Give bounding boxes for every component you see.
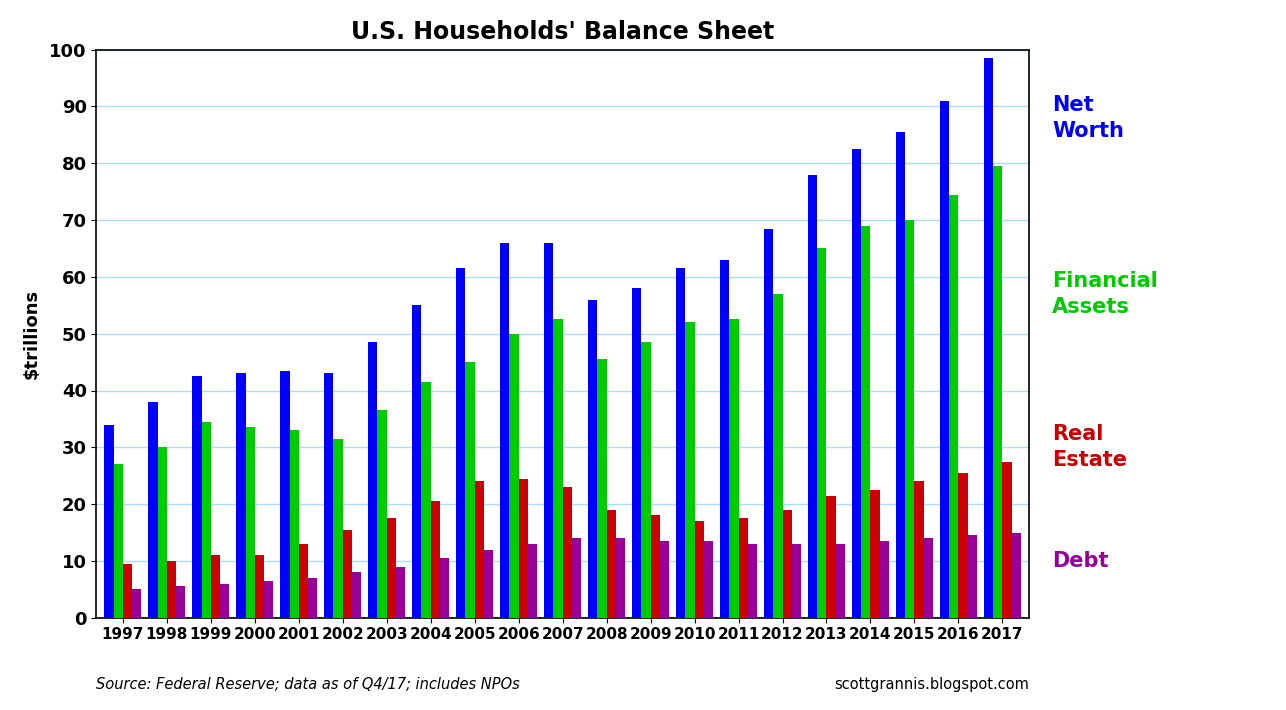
Bar [562, 487, 572, 618]
Bar [1012, 532, 1021, 618]
Bar [773, 294, 782, 618]
Bar [720, 260, 729, 618]
Bar [237, 373, 246, 618]
Bar [871, 490, 880, 618]
Bar [588, 300, 598, 618]
Bar [642, 342, 651, 618]
Bar [324, 373, 333, 618]
Bar [747, 544, 757, 618]
Bar [782, 510, 792, 618]
Bar [527, 544, 538, 618]
Bar [896, 132, 905, 618]
Bar [431, 501, 440, 618]
Bar [484, 550, 493, 618]
Y-axis label: $trillions: $trillions [23, 289, 41, 378]
Bar [967, 535, 977, 618]
Bar [694, 521, 703, 618]
Bar [113, 464, 123, 618]
Bar [352, 572, 361, 618]
Bar [651, 515, 660, 618]
Bar [158, 447, 167, 618]
Bar [836, 544, 845, 618]
Bar [1002, 462, 1012, 618]
Bar [553, 320, 563, 618]
Bar [202, 422, 211, 618]
Bar [220, 584, 229, 618]
Bar [827, 496, 836, 618]
Bar [509, 334, 518, 618]
Bar [914, 481, 923, 618]
Bar [475, 481, 484, 618]
Text: scottgrannis.blogspot.com: scottgrannis.blogspot.com [833, 677, 1029, 692]
Bar [958, 473, 967, 618]
Bar [862, 226, 871, 618]
Text: Net
Worth: Net Worth [1052, 94, 1124, 141]
Bar [466, 362, 475, 618]
Bar [440, 558, 449, 618]
Bar [660, 541, 669, 618]
Bar [792, 544, 801, 618]
Bar [167, 561, 176, 618]
Bar [808, 175, 818, 618]
Bar [607, 510, 616, 618]
Bar [387, 518, 396, 618]
Bar [993, 166, 1002, 618]
Bar [413, 305, 422, 618]
Bar [676, 268, 685, 618]
Bar [298, 544, 307, 618]
Bar [255, 555, 264, 618]
Bar [500, 243, 509, 618]
Bar [378, 410, 387, 618]
Bar [280, 371, 289, 618]
Bar [422, 382, 431, 618]
Bar [616, 538, 625, 618]
Bar [104, 425, 113, 618]
Bar [289, 430, 298, 618]
Bar [984, 58, 993, 618]
Bar [729, 320, 738, 618]
Bar [123, 564, 132, 618]
Bar [518, 479, 527, 618]
Bar [703, 541, 712, 618]
Bar [685, 322, 694, 618]
Bar [333, 439, 343, 618]
Bar [368, 342, 378, 618]
Bar [148, 402, 158, 618]
Text: Debt: Debt [1052, 551, 1109, 571]
Bar [853, 149, 862, 618]
Bar [633, 288, 642, 618]
Bar [211, 555, 220, 618]
Bar [738, 518, 747, 618]
Bar [132, 589, 141, 618]
Bar [396, 567, 405, 618]
Bar [598, 359, 607, 618]
Bar [343, 530, 352, 618]
Bar [193, 376, 202, 618]
Bar [307, 578, 318, 618]
Bar [544, 243, 553, 618]
Bar [457, 268, 466, 618]
Bar [940, 101, 949, 618]
Text: Source: Federal Reserve; data as of Q4/17; includes NPOs: Source: Federal Reserve; data as of Q4/1… [96, 677, 521, 692]
Bar [923, 538, 932, 618]
Bar [818, 248, 827, 618]
Bar [905, 220, 914, 618]
Title: U.S. Households' Balance Sheet: U.S. Households' Balance Sheet [351, 20, 774, 43]
Bar [264, 581, 273, 618]
Bar [176, 586, 185, 618]
Text: Real
Estate: Real Estate [1052, 424, 1127, 471]
Bar [246, 427, 255, 618]
Bar [949, 195, 958, 618]
Bar [880, 541, 889, 618]
Bar [764, 229, 773, 618]
Text: Financial
Assets: Financial Assets [1052, 271, 1157, 317]
Bar [572, 538, 581, 618]
